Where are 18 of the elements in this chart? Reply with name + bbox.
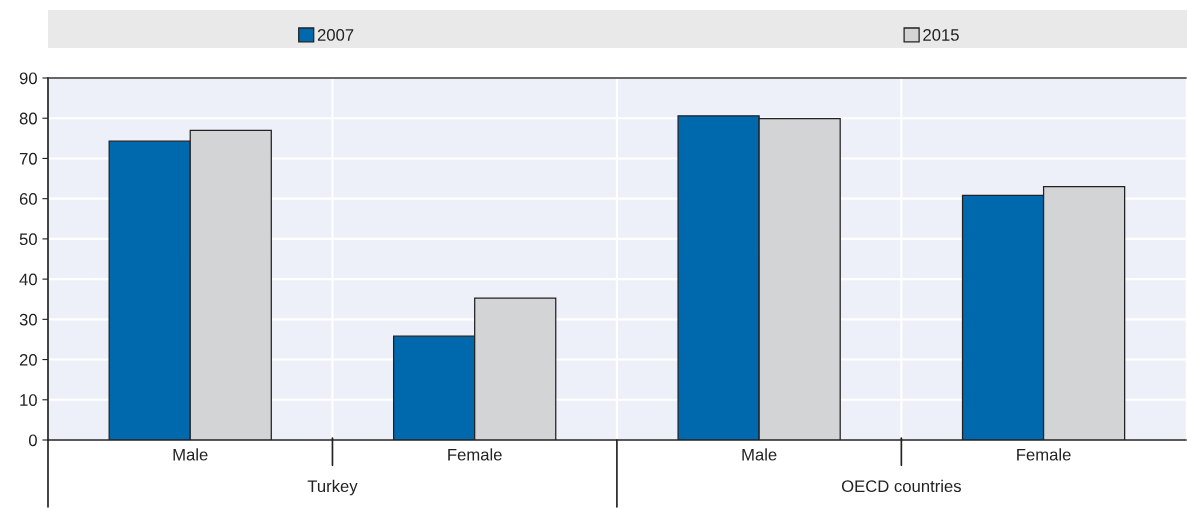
text: OECD countries [841,479,961,493]
legend-label: 2015 [923,29,959,41]
legend-label: 2007 [317,29,354,41]
y-tick-label: 10 [20,394,37,406]
x-tick-label: Female [448,448,502,461]
y-tick-label: 70 [19,152,37,165]
y-tick-label: 0 [28,434,37,447]
y-tick-label: 50 [19,233,37,246]
y-tick-label: 40 [19,273,37,286]
x-tick-label: Female [1017,448,1071,461]
y-tick-label: 90 [19,72,37,85]
y-tick-label: 20 [19,353,37,366]
y-tick-label: 30 [19,313,37,326]
text: Turkey [307,479,358,496]
x-tick-label: Male [742,448,777,461]
y-tick-label: 60 [19,193,37,205]
x-tick-label: Male [173,448,208,461]
y-tick-label: 80 [19,112,37,125]
